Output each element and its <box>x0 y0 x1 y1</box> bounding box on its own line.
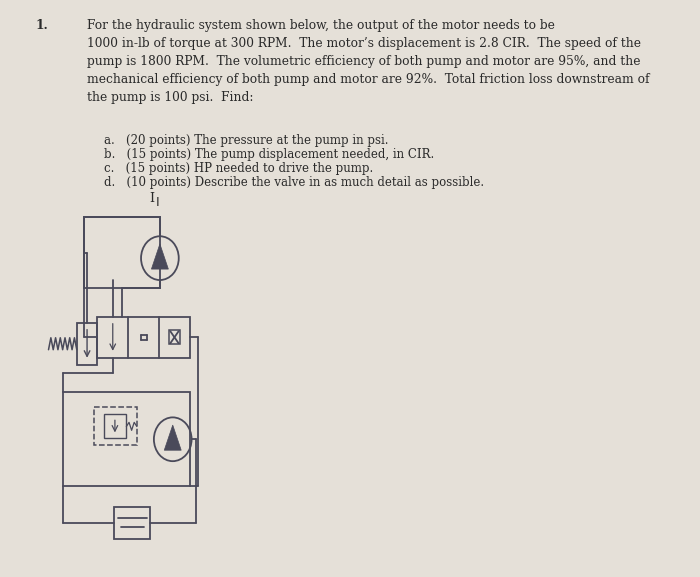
Text: b.   (15 points) The pump displacement needed, in CIR.: b. (15 points) The pump displacement nee… <box>104 148 435 160</box>
Bar <box>97 317 190 358</box>
Text: I: I <box>155 196 159 209</box>
Bar <box>169 330 180 344</box>
Text: d.   (10 points) Describe the valve in as much detail as possible.: d. (10 points) Describe the valve in as … <box>104 175 484 189</box>
Text: a.   (20 points) The pressure at the pump in psi.: a. (20 points) The pressure at the pump … <box>104 134 389 147</box>
Text: For the hydraulic system shown below, the output of the motor needs to be
1000 i: For the hydraulic system shown below, th… <box>87 19 650 104</box>
Text: 1.: 1. <box>36 19 48 32</box>
Bar <box>85 218 160 288</box>
Text: c.   (15 points) HP needed to drive the pump.: c. (15 points) HP needed to drive the pu… <box>104 162 373 175</box>
Polygon shape <box>164 425 181 450</box>
Bar <box>63 392 190 486</box>
Bar <box>77 323 97 365</box>
Bar <box>115 507 150 539</box>
Text: I: I <box>149 193 154 205</box>
Bar <box>104 414 125 439</box>
Polygon shape <box>151 244 169 269</box>
Bar <box>94 407 136 445</box>
